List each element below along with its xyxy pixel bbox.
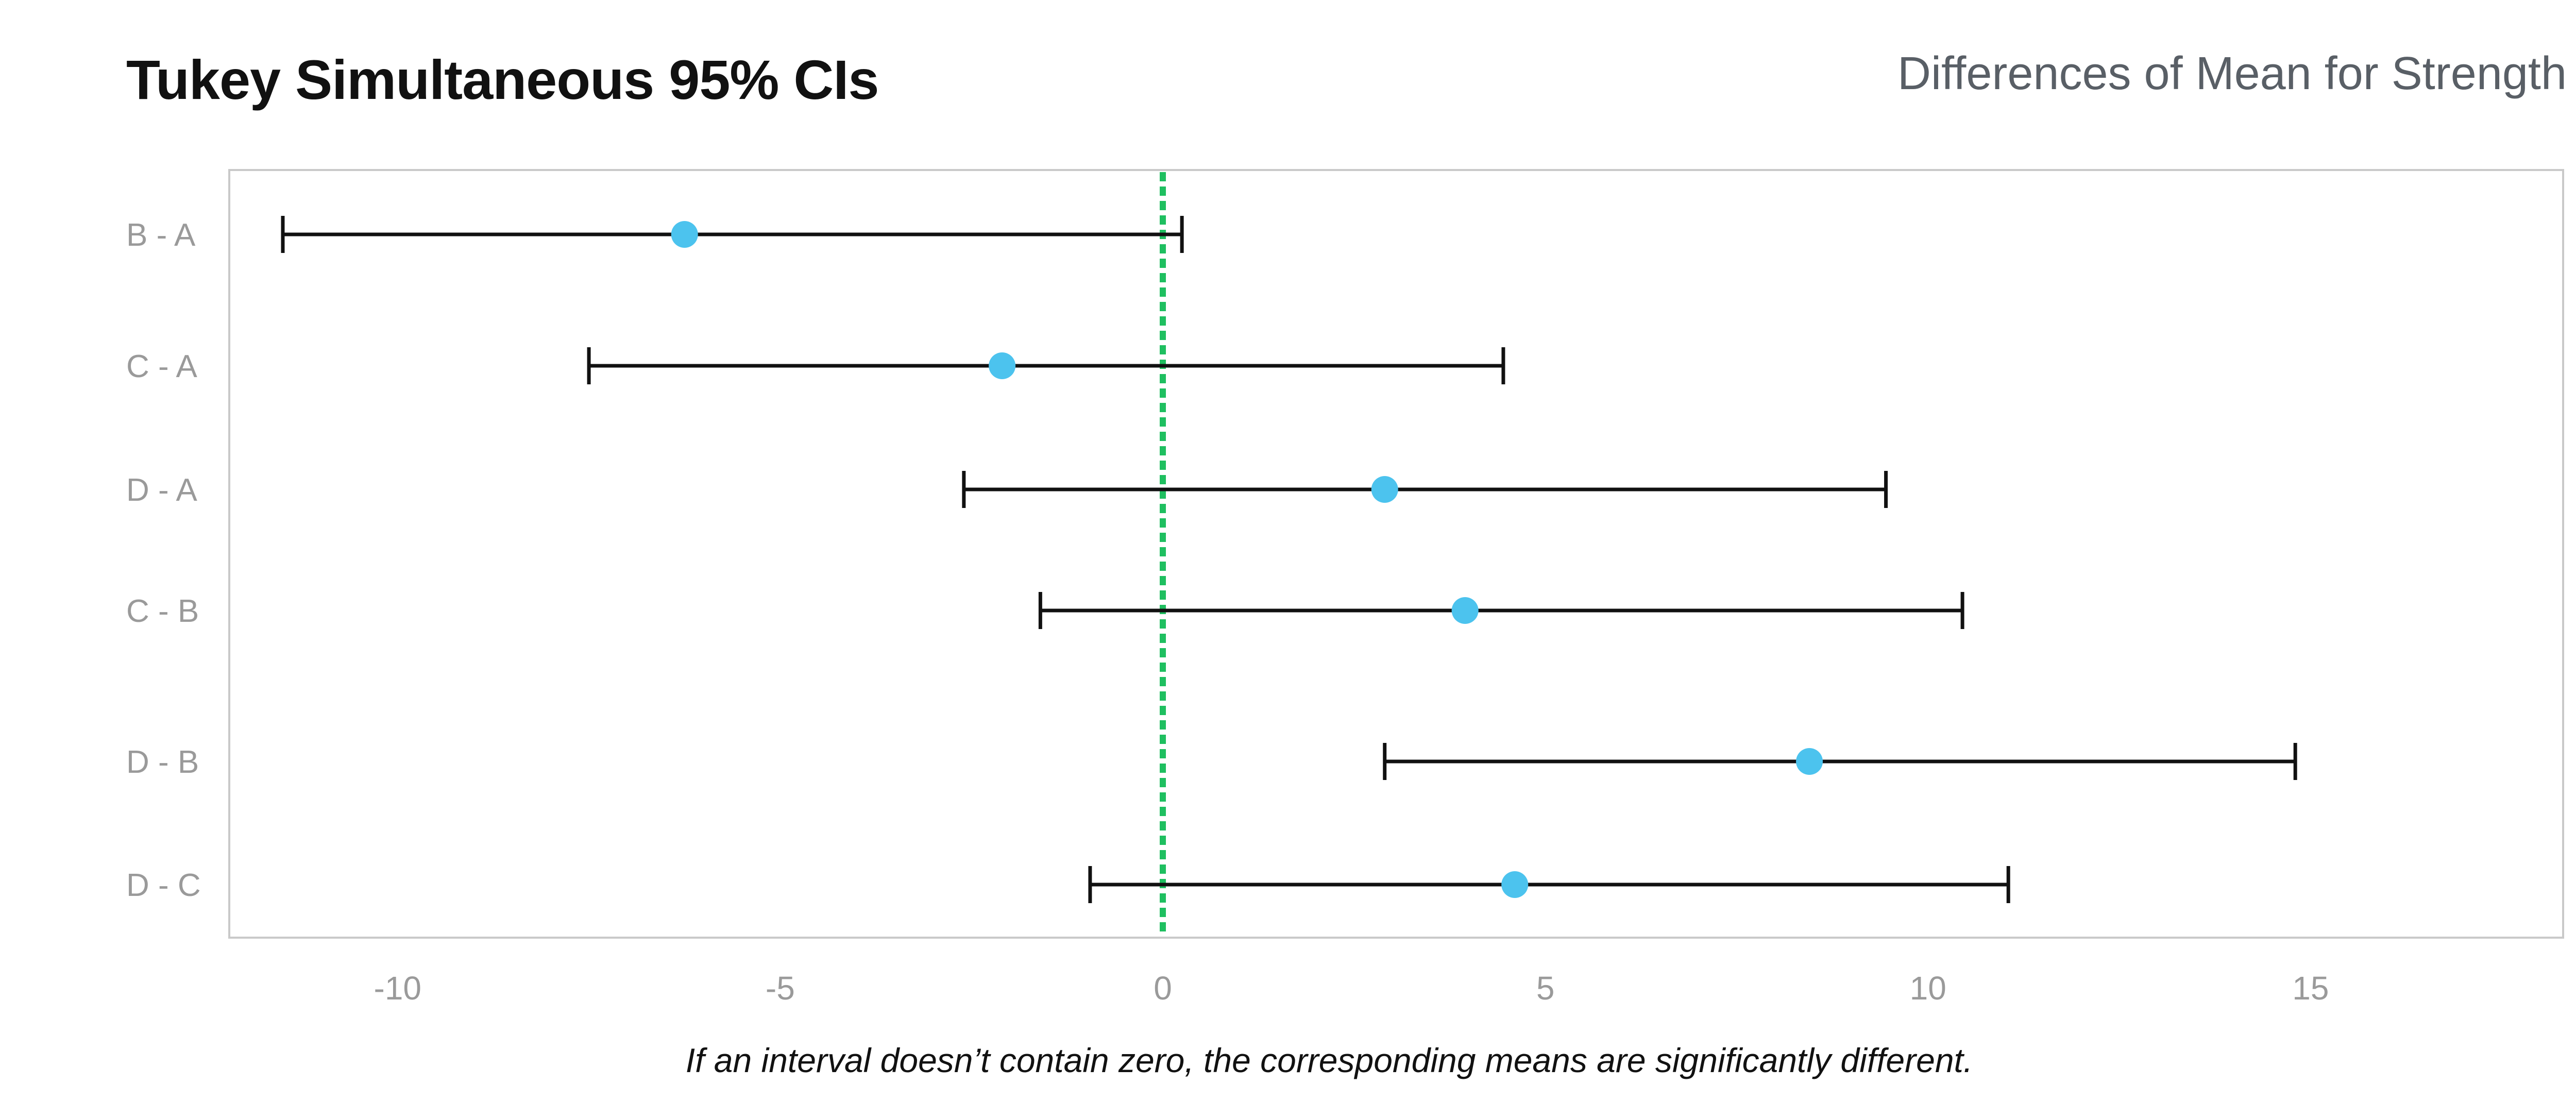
mean-difference-point (1796, 748, 1823, 775)
plot-frame (228, 169, 2564, 939)
y-category-label: D - C (126, 868, 201, 903)
y-category-label: D - A (126, 472, 197, 508)
x-tick-label: 15 (2292, 970, 2329, 1007)
chart-footnote: If an interval doesn’t contain zero, the… (685, 1041, 1973, 1079)
mean-difference-point (1501, 871, 1529, 898)
chart-subtitle: Differences of Mean for Strength (1897, 48, 2567, 99)
x-tick-label: 5 (1536, 970, 1555, 1007)
mean-difference-point (989, 352, 1016, 379)
y-category-label: B - A (126, 217, 196, 253)
x-tick-label: 0 (1154, 970, 1172, 1007)
x-tick-label: 10 (1910, 970, 1946, 1007)
mean-difference-point (1371, 476, 1398, 503)
mean-difference-point (671, 221, 698, 248)
x-tick-label: -5 (766, 970, 795, 1007)
y-category-label: C - B (126, 594, 199, 629)
mean-difference-point (1451, 597, 1479, 624)
y-category-label: C - A (126, 349, 197, 384)
y-category-label: D - B (126, 744, 199, 780)
x-tick-label: -10 (374, 970, 422, 1007)
chart-title: Tukey Simultaneous 95% CIs (126, 48, 879, 111)
